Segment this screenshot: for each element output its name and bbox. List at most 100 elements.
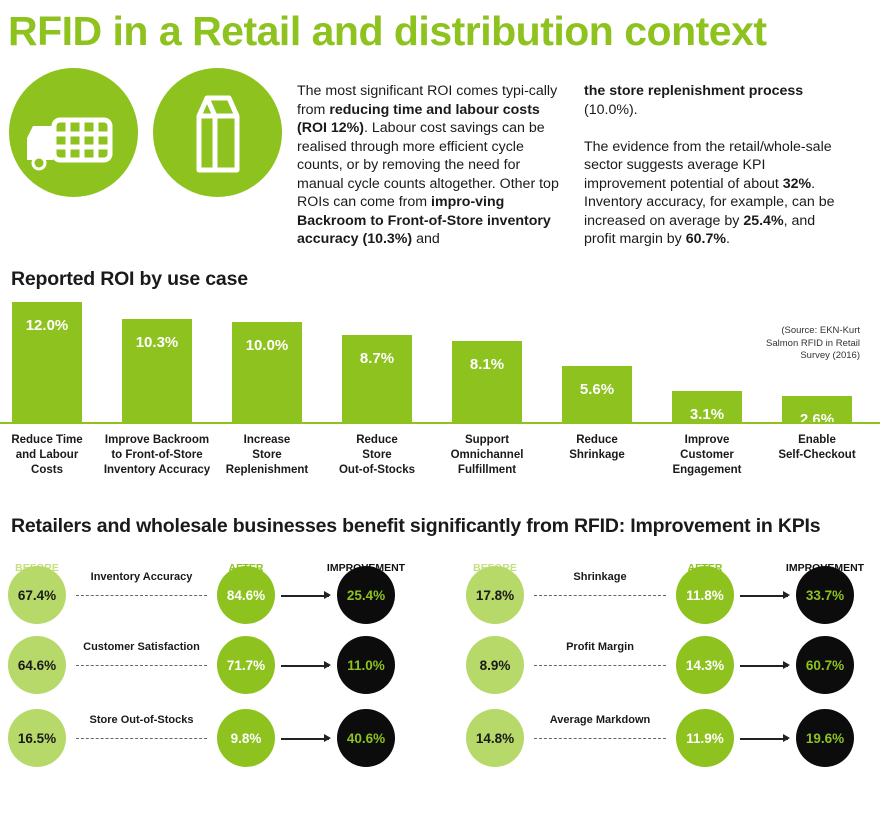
intro-text: reducing time and labour costs (ROI 12%) xyxy=(297,101,540,137)
intro-text: . Labour cost savings can be realised th… xyxy=(297,120,559,210)
improvement-value-circle: 19.6% xyxy=(796,709,854,767)
category-label-line: and Labour xyxy=(15,449,79,461)
before-value-circle: 16.5% xyxy=(8,709,66,767)
category-label-line: Store xyxy=(362,449,392,461)
kpi-name: Shrinkage xyxy=(573,571,627,583)
intro-column-2: the store replenishment process (10.0%).… xyxy=(584,82,849,267)
intro-text: The most significant ROI comes typi-call… xyxy=(297,83,558,118)
delivery-truck-icon xyxy=(27,117,113,171)
category-label-line: Improve Backroom xyxy=(104,434,210,446)
improvement-value-circle: 33.7% xyxy=(796,566,854,624)
before-value-circle: 17.8% xyxy=(466,566,524,624)
bar-value-label: 3.1% xyxy=(689,406,725,423)
bar xyxy=(452,341,522,422)
category-label-line: Out-of-Stocks xyxy=(338,464,416,476)
bar-value-label: 8.7% xyxy=(359,350,395,367)
arrow-connector xyxy=(740,735,790,741)
category-label-line: Reduce xyxy=(576,434,618,446)
category-label-line: Costs xyxy=(31,464,63,476)
intro-text: and xyxy=(412,231,440,247)
category-label: Improve Backroom to Front-of-Store Invento… xyxy=(97,433,217,478)
intro-column-1: The most significant ROI comes typi-call… xyxy=(297,82,562,267)
category-label: Reduce Shrinkage xyxy=(537,433,657,463)
truck-icon-circle xyxy=(9,68,138,197)
arrow-connector xyxy=(740,592,790,598)
improvement-value-circle: 11.0% xyxy=(337,636,395,694)
category-label-line: Improve xyxy=(684,434,730,446)
intro-text: the store replenishment process xyxy=(584,83,804,99)
chart-baseline xyxy=(0,422,880,424)
bar xyxy=(782,396,852,422)
kpi-name: Average Markdown xyxy=(549,714,651,726)
bar xyxy=(122,319,192,422)
category-label-line: Increase xyxy=(243,434,291,446)
after-value-circle: 11.9% xyxy=(676,709,734,767)
bar xyxy=(12,302,82,422)
improvement-value-circle: 60.7% xyxy=(796,636,854,694)
category-label: Reduce Store Out-of-Stocks xyxy=(317,433,437,478)
category-label-line: Reduce xyxy=(356,434,398,446)
kpi-name: Customer Satisfaction xyxy=(83,641,200,653)
intro-text: , and profit margin by xyxy=(584,212,816,248)
category-label-line: Shrinkage xyxy=(569,449,625,461)
category-label: Reduce Time and Labour Costs xyxy=(0,433,107,478)
after-value-circle: 84.6% xyxy=(217,566,275,624)
dashed-connector xyxy=(534,595,666,596)
kpi-name: Inventory Accuracy xyxy=(90,571,193,583)
intro-text: . Inventory accuracy, for example, can b… xyxy=(584,175,835,229)
kpi-name: Store Out-of-Stocks xyxy=(89,714,194,726)
intro-text: The evidence from the retail/whole-sale … xyxy=(584,138,832,192)
chart-source-note: (Source: EKN-Kurt Salmon RFID in Retail … xyxy=(766,325,860,361)
bar xyxy=(562,366,632,422)
bar-value-label: 12.0% xyxy=(25,317,69,334)
after-value-circle: 9.8% xyxy=(217,709,275,767)
dashed-connector xyxy=(76,665,207,666)
category-label: Increase Store Replenishment xyxy=(207,433,327,478)
improvement-value-circle: 25.4% xyxy=(337,566,395,624)
intro-text: . xyxy=(725,231,730,247)
bar xyxy=(342,335,412,422)
bar xyxy=(232,322,302,422)
bar-value-label: 10.0% xyxy=(245,337,289,354)
category-label: Improve Customer Engagement xyxy=(647,433,767,478)
bar-value-label: 8.1% xyxy=(469,356,505,373)
after-value-circle: 11.8% xyxy=(676,566,734,624)
kpi-section-title: Retailers and wholesale businesses benef… xyxy=(11,515,821,537)
category-label-line: Support xyxy=(464,434,510,446)
category-label-line: Engagement xyxy=(672,464,742,476)
category-label-line: Reduce Time xyxy=(11,434,83,446)
category-label-line: Self-Checkout xyxy=(778,449,856,461)
category-label-line: Omnichannel xyxy=(450,449,524,461)
bar-value-label: 10.3% xyxy=(135,334,179,351)
before-value-circle: 14.8% xyxy=(466,709,524,767)
arrow-connector xyxy=(281,662,331,668)
category-label-line: Replenishment xyxy=(225,464,309,476)
dashed-connector xyxy=(76,595,207,596)
arrow-connector xyxy=(740,662,790,668)
dashed-connector xyxy=(534,738,666,739)
before-value-circle: 67.4% xyxy=(8,566,66,624)
category-label: Enable Self-Checkout xyxy=(757,433,877,463)
chart-title: Reported ROI by use case xyxy=(11,268,248,290)
kpi-name: Profit Margin xyxy=(566,641,634,653)
improvement-value-circle: 40.6% xyxy=(337,709,395,767)
intro-text: 60.7% xyxy=(685,231,726,247)
intro-text: 32% xyxy=(782,175,812,192)
category-label-line: to Front-of-Store xyxy=(111,449,203,461)
arrow-connector xyxy=(281,592,331,598)
after-value-circle: 14.3% xyxy=(676,636,734,694)
carton-icon-circle xyxy=(153,68,282,197)
category-label: Support Omnichannel Fulfillment xyxy=(427,433,547,478)
dashed-connector xyxy=(76,738,207,739)
before-value-circle: 64.6% xyxy=(8,636,66,694)
before-value-circle: 8.9% xyxy=(466,636,524,694)
intro-text: (10.0%). xyxy=(584,101,638,118)
milk-carton-icon xyxy=(196,95,240,173)
category-label-line: Inventory Accuracy xyxy=(103,464,211,476)
category-label-line: Enable xyxy=(798,434,836,446)
bar-value-label: 2.6% xyxy=(799,411,835,428)
after-value-circle: 71.7% xyxy=(217,636,275,694)
category-label-line: Fulfillment xyxy=(457,464,517,476)
bar-value-label: 5.6% xyxy=(579,381,615,398)
dashed-connector xyxy=(534,665,666,666)
